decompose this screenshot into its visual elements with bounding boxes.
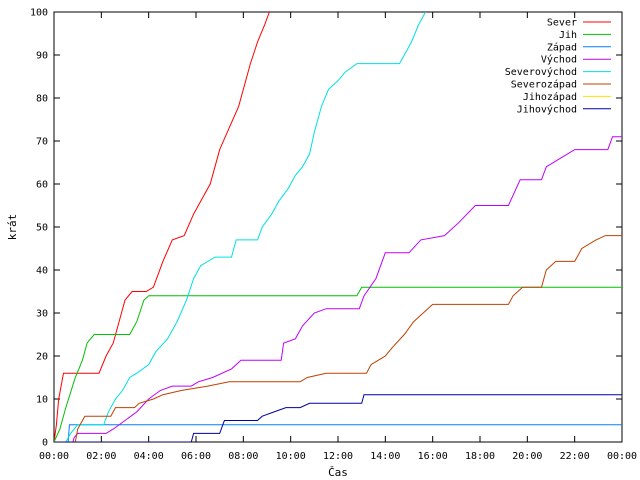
series-line-jih: [54, 286, 622, 442]
series-line-východ: [54, 136, 622, 442]
y-tick-label: 10: [36, 395, 48, 406]
x-axis-label: Čas: [328, 466, 348, 479]
x-tick-label: 18:00: [465, 451, 495, 462]
series-line-západ: [54, 424, 622, 442]
series-line-severozápad: [54, 235, 622, 442]
legend-label: Severovýchod: [505, 66, 577, 78]
x-tick-label: 06:00: [181, 451, 211, 462]
legend-label: Západ: [547, 41, 577, 53]
x-tick-label: 20:00: [512, 451, 542, 462]
y-tick-label: 60: [36, 180, 48, 191]
axis-ticks: 00:00 02:00 04:00 06:00 08:00 10:00 12:00 14:00…: [30, 8, 637, 463]
y-axis-label: krát: [6, 214, 19, 241]
x-tick-label: 00:00: [607, 451, 637, 462]
series-line-jihovýchod: [54, 394, 622, 442]
x-tick-label: 02:00: [86, 451, 116, 462]
legend: SeverJihZápadVýchodSeverovýchodSeverozáp…: [505, 18, 611, 115]
y-tick-label: 30: [36, 309, 48, 320]
legend-label: Sever: [547, 18, 577, 29]
x-tick-label: 16:00: [418, 451, 448, 462]
y-tick-label: 100: [30, 8, 48, 19]
series-lines: [54, 12, 622, 442]
x-tick-label: 04:00: [134, 451, 164, 462]
x-tick-label: 14:00: [370, 451, 400, 462]
x-tick-label: 00:00: [39, 451, 69, 462]
x-tick-label: 10:00: [276, 451, 306, 462]
series-line-sever: [54, 12, 270, 442]
series-line-severovýchod: [54, 12, 427, 442]
legend-label: Severozápad: [511, 79, 577, 91]
legend-label: Východ: [541, 54, 577, 66]
y-tick-label: 90: [36, 51, 48, 62]
y-tick-label: 20: [36, 352, 48, 363]
y-tick-label: 70: [36, 137, 48, 148]
x-tick-label: 22:00: [560, 451, 590, 462]
legend-label: Jihovýchod: [517, 103, 577, 115]
legend-label: Jihozápad: [523, 91, 577, 103]
x-tick-label: 08:00: [228, 451, 258, 462]
y-tick-label: 50: [36, 223, 48, 234]
y-tick-label: 0: [42, 438, 48, 449]
x-tick-label: 12:00: [323, 451, 353, 462]
y-tick-label: 40: [36, 266, 48, 277]
legend-label: Jih: [559, 30, 577, 41]
y-tick-label: 80: [36, 94, 48, 105]
